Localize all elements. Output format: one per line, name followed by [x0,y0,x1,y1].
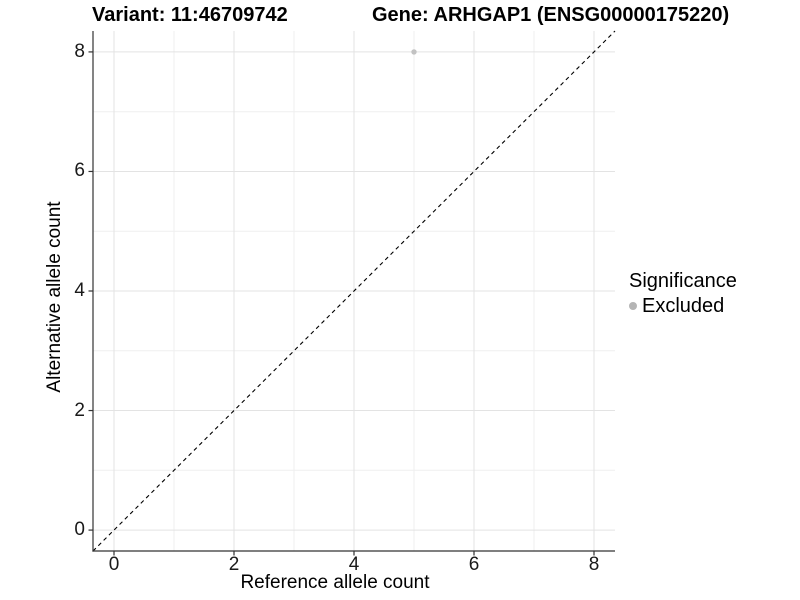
data-point [411,49,417,55]
x-tick-label: 2 [228,554,240,575]
x-tick-label: 8 [588,554,600,575]
y-tick-label: 0 [74,519,85,541]
gene-title: Gene: ARHGAP1 (ENSG00000175220) [372,4,730,26]
x-tick-label: 0 [108,554,120,575]
legend: Significance Excluded [629,270,737,318]
legend-item-excluded: Excluded [629,294,737,318]
y-tick-label: 2 [74,399,85,421]
x-tick-label: 4 [348,554,360,575]
y-tick-label: 8 [74,40,85,62]
legend-item-label: Excluded [642,294,725,317]
y-tick-label: 6 [74,160,85,182]
y-axis-title: Alternative allele count [44,201,65,393]
x-axis-title: Reference allele count [240,572,430,593]
identity-dashed-line [92,30,616,552]
variant-title: Variant: 11:46709742 [92,4,288,26]
legend-title: Significance [629,270,737,292]
legend-key-dot-icon [629,302,637,310]
x-tick-label: 6 [468,554,480,575]
y-tick-label: 4 [74,280,85,301]
